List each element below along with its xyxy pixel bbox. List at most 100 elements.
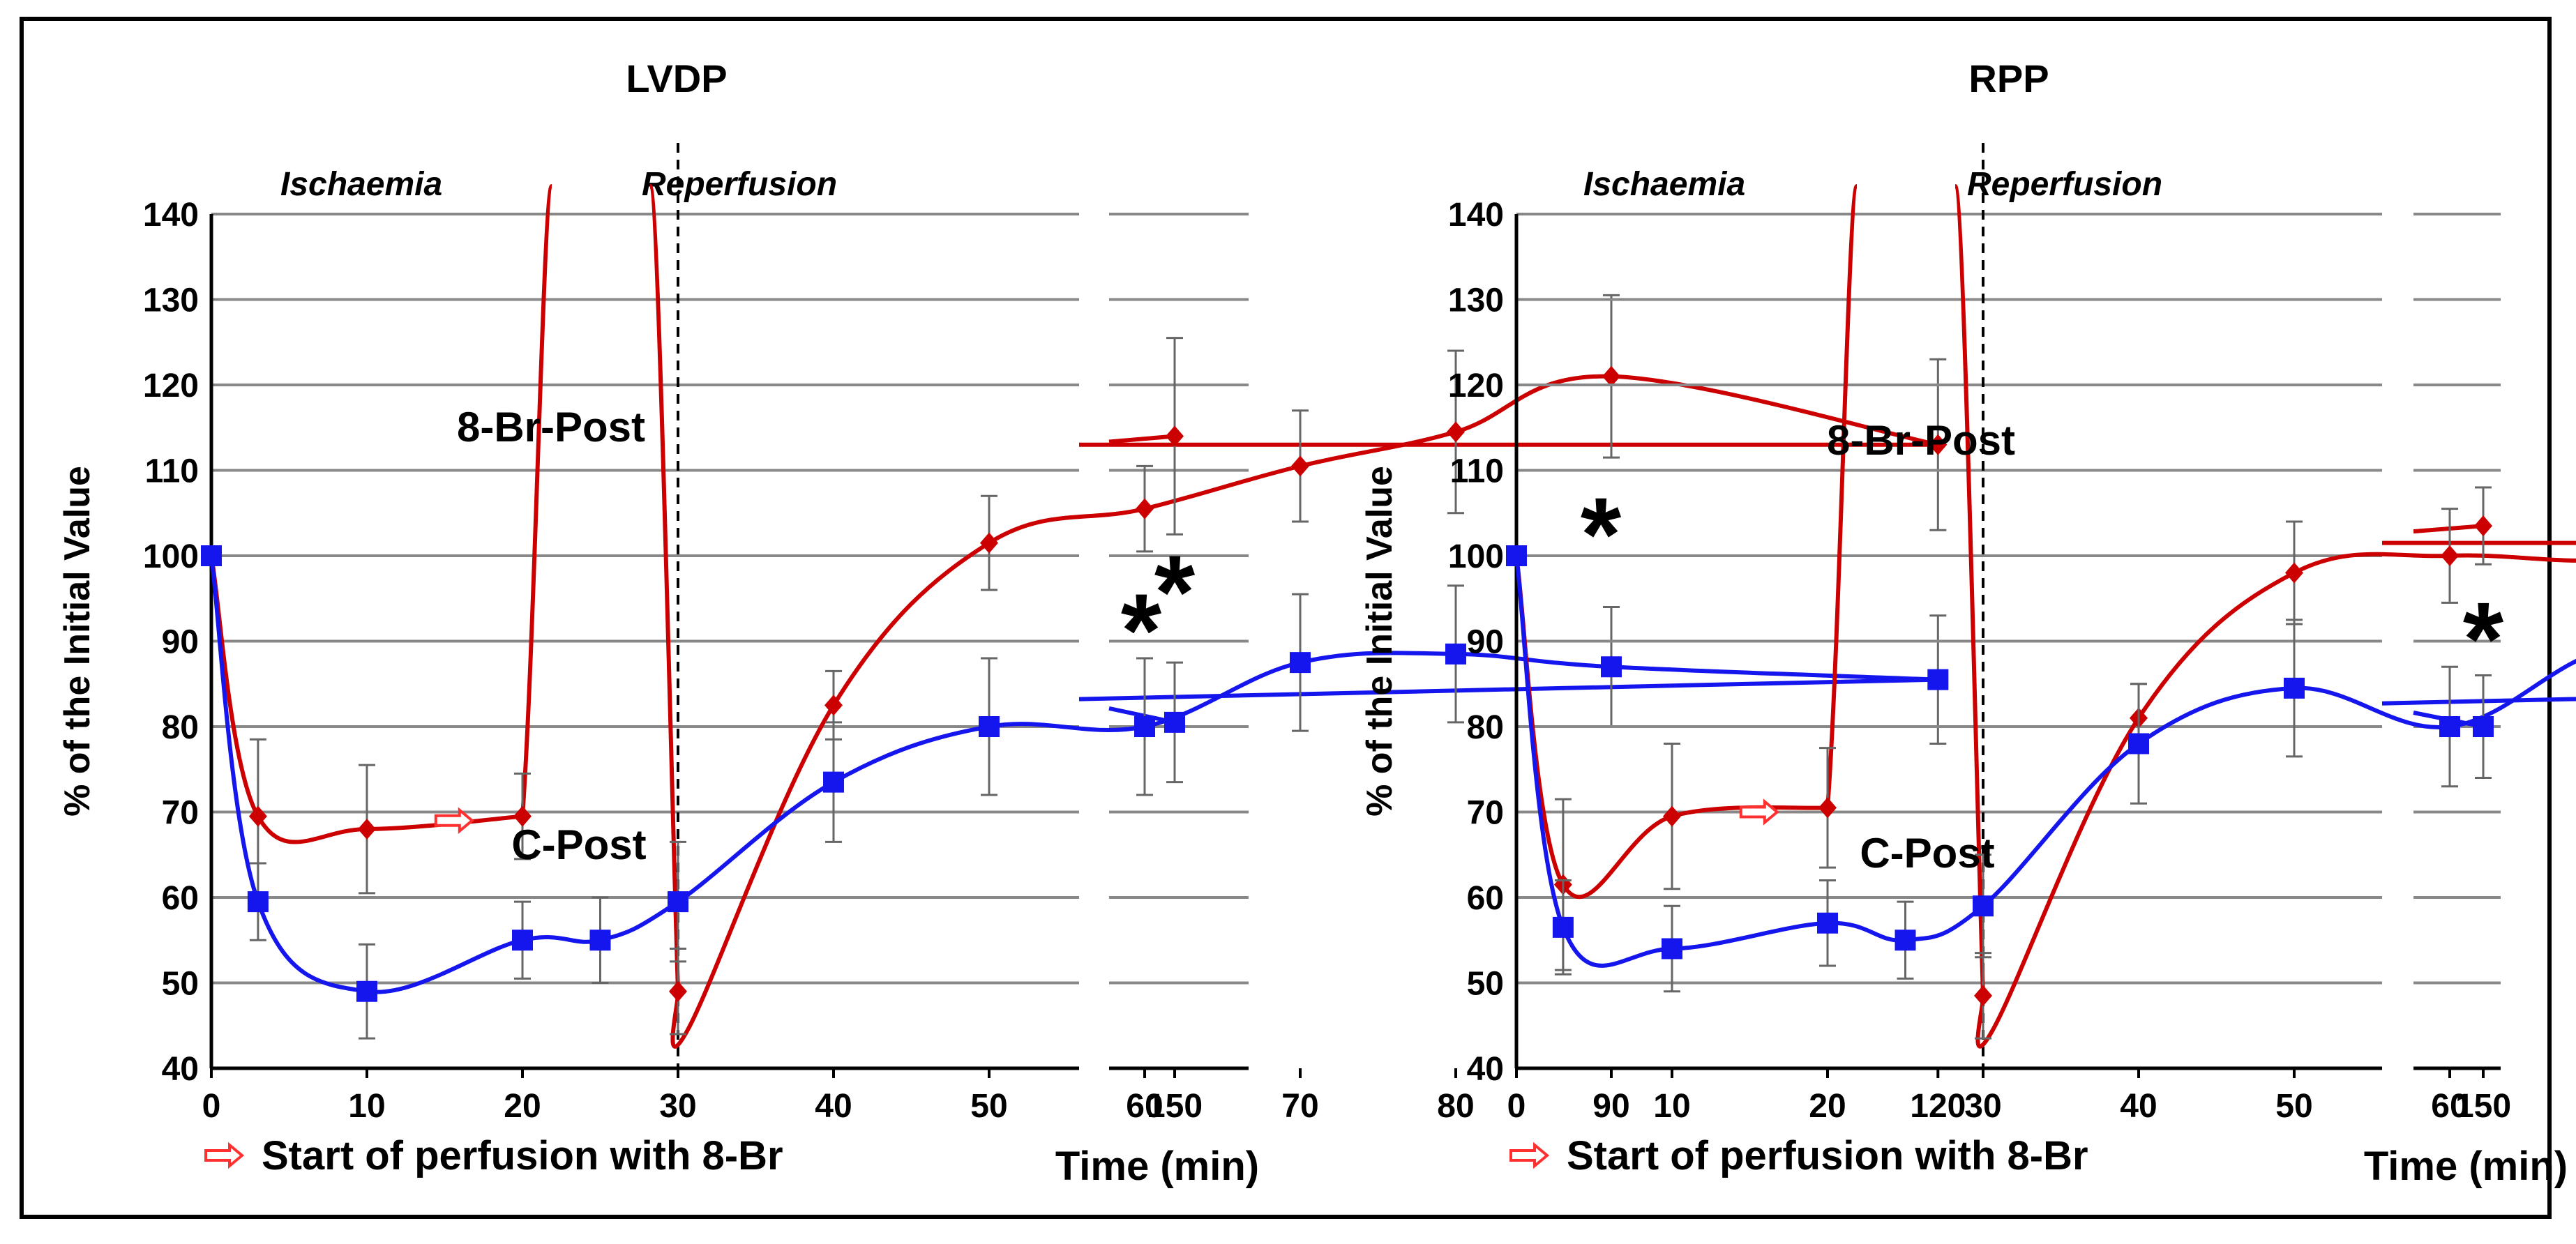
y-tick-label: 70 bbox=[162, 795, 199, 832]
phase-label-ischaemia: Ischaemia bbox=[280, 166, 442, 203]
x-tick-label: 60 bbox=[1126, 1088, 1163, 1125]
significance-asterisk: * bbox=[1121, 572, 1162, 689]
data-point bbox=[2473, 716, 2494, 737]
data-point bbox=[2284, 677, 2305, 699]
series-label-c-post: C-Post bbox=[1860, 830, 1994, 877]
phase-label-reperfusion: Reperfusion bbox=[642, 166, 837, 203]
y-tick-label: 130 bbox=[143, 282, 199, 319]
data-point bbox=[513, 805, 532, 827]
data-point bbox=[247, 891, 269, 913]
data-point bbox=[979, 716, 1000, 737]
data-point bbox=[1818, 797, 1837, 819]
x-tick-label: 20 bbox=[1809, 1088, 1846, 1125]
y-tick-label: 60 bbox=[1467, 880, 1504, 917]
data-point bbox=[1290, 652, 1311, 674]
x-tick-label: 30 bbox=[659, 1088, 696, 1125]
y-tick-label: 80 bbox=[162, 709, 199, 746]
x-tick-label: 150 bbox=[1147, 1088, 1203, 1125]
y-tick-label: 60 bbox=[162, 880, 199, 917]
data-point bbox=[2441, 545, 2459, 566]
phase-label-ischaemia: Ischaemia bbox=[1583, 166, 1745, 203]
x-tick-label: 0 bbox=[1507, 1088, 1526, 1125]
series-line bbox=[1108, 434, 1175, 444]
y-axis-label: % of the Initial Value bbox=[1359, 466, 1400, 817]
data-point bbox=[2285, 562, 2303, 584]
y-tick-label: 90 bbox=[162, 624, 199, 661]
data-point bbox=[668, 891, 688, 913]
series-c-post bbox=[1506, 545, 2576, 993]
significance-asterisk: * bbox=[1154, 533, 1196, 651]
y-tick-label: 120 bbox=[143, 367, 199, 404]
arrow-shape bbox=[1509, 1141, 1550, 1169]
data-point bbox=[1602, 365, 1620, 387]
y-tick-label: 140 bbox=[1448, 197, 1504, 234]
x-tick-label: 10 bbox=[1653, 1088, 1690, 1125]
y-tick-label: 110 bbox=[1450, 453, 1504, 490]
x-tick-label: 90 bbox=[1592, 1088, 1629, 1125]
series-line bbox=[670, 374, 1938, 1049]
x-tick-label: 40 bbox=[2120, 1088, 2157, 1125]
y-tick-label: 40 bbox=[1467, 1051, 1504, 1088]
x-tick-label: 60 bbox=[2431, 1088, 2468, 1125]
data-point bbox=[1291, 455, 1309, 477]
series-line bbox=[2381, 697, 2576, 706]
y-tick-label: 50 bbox=[1467, 966, 1504, 1003]
x-tick-label: 50 bbox=[2275, 1088, 2312, 1125]
data-point bbox=[1601, 656, 1622, 678]
significance-asterisk: * bbox=[1581, 476, 1622, 593]
data-point bbox=[824, 695, 843, 716]
perfusion-note: Start of perfusion with 8-Br bbox=[262, 1133, 783, 1178]
y-tick-label: 120 bbox=[1448, 367, 1504, 404]
data-point bbox=[1927, 669, 1949, 690]
data-point bbox=[1136, 498, 1154, 519]
data-point bbox=[1447, 421, 1465, 443]
x-axis-label: Time (min) bbox=[2364, 1144, 2568, 1189]
series-c-post bbox=[201, 545, 1949, 1040]
data-point bbox=[1445, 643, 1466, 665]
series-line-spike bbox=[520, 184, 554, 817]
x-tick-label: 0 bbox=[202, 1088, 221, 1125]
data-point bbox=[589, 930, 611, 951]
y-tick-label: 90 bbox=[1467, 624, 1504, 661]
note-arrow-icon bbox=[1509, 1141, 1550, 1169]
y-tick-label: 50 bbox=[162, 966, 199, 1003]
significance-asterisk: * bbox=[2463, 580, 2504, 697]
data-point bbox=[980, 532, 998, 554]
data-point bbox=[512, 930, 533, 951]
phase-label-reperfusion: Reperfusion bbox=[1967, 166, 2162, 203]
series-8-br-post bbox=[202, 184, 1948, 1049]
data-point bbox=[1166, 425, 1184, 447]
data-point bbox=[1506, 545, 1527, 566]
x-tick-label: 50 bbox=[970, 1088, 1007, 1125]
series-label-8br-post: 8-Br-Post bbox=[1827, 417, 2015, 464]
series-line bbox=[2413, 524, 2484, 534]
x-axis-label: Time (min) bbox=[1055, 1144, 1259, 1189]
series-line-spike bbox=[1825, 184, 1859, 808]
series-line bbox=[1078, 677, 1938, 701]
perfusion-start-arrow-icon bbox=[1739, 798, 1779, 826]
x-tick-label: 70 bbox=[1281, 1088, 1318, 1125]
arrow-shape bbox=[1739, 798, 1779, 826]
y-tick-label: 70 bbox=[1467, 795, 1504, 832]
data-point bbox=[248, 805, 267, 827]
data-point bbox=[1817, 912, 1838, 934]
y-tick-label: 110 bbox=[145, 453, 199, 490]
series-label-8br-post: 8-Br-Post bbox=[457, 404, 645, 450]
x-tick-label: 10 bbox=[348, 1088, 385, 1125]
data-point bbox=[669, 980, 687, 1002]
series-line bbox=[209, 555, 1938, 994]
y-tick-label: 80 bbox=[1467, 709, 1504, 746]
data-point bbox=[1974, 985, 1992, 1006]
data-point bbox=[823, 771, 844, 793]
figure-frame bbox=[20, 17, 2552, 1219]
data-point bbox=[2474, 515, 2492, 537]
chart-title: LVDP bbox=[626, 56, 727, 100]
series-line bbox=[1108, 706, 1175, 725]
data-point bbox=[1895, 930, 1916, 951]
x-tick-label: 150 bbox=[2455, 1088, 2511, 1125]
x-tick-label: 120 bbox=[1910, 1088, 1966, 1125]
data-point bbox=[1663, 805, 1681, 827]
